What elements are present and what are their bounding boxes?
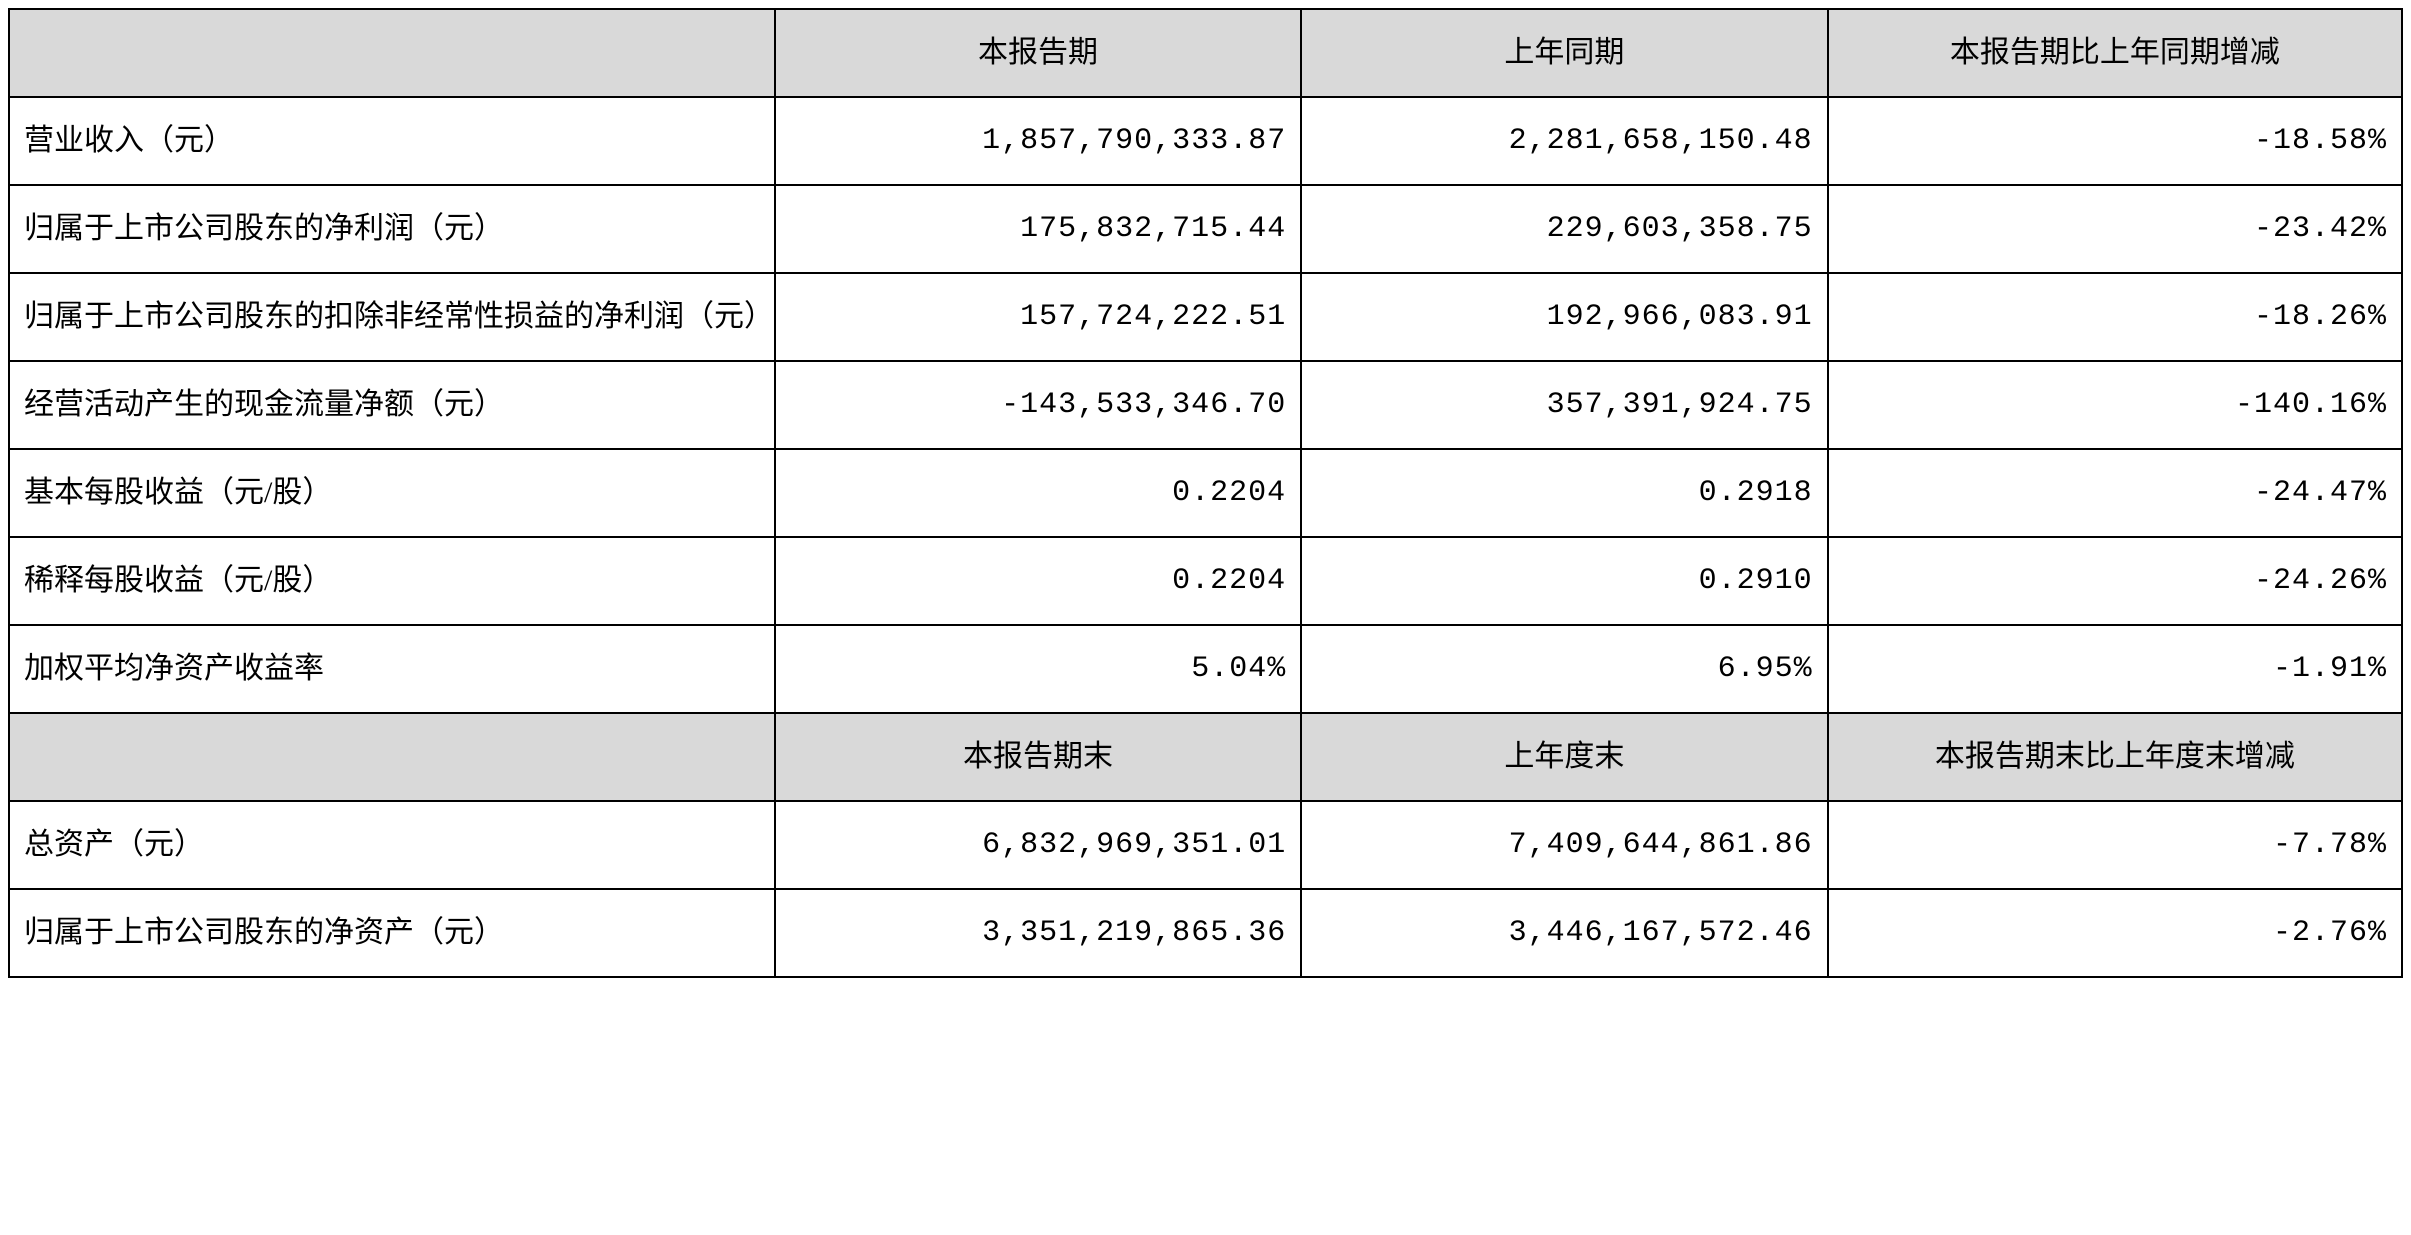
row-label: 总资产（元）: [9, 801, 775, 889]
row-label: 稀释每股收益（元/股）: [9, 537, 775, 625]
row-value: -23.42%: [1828, 185, 2402, 273]
header-col-3: 本报告期末比上年度末增减: [1828, 713, 2402, 801]
table-row: 归属于上市公司股东的净利润（元）175,832,715.44229,603,35…: [9, 185, 2402, 273]
row-value: -7.78%: [1828, 801, 2402, 889]
row-label: 归属于上市公司股东的净利润（元）: [9, 185, 775, 273]
row-value: -140.16%: [1828, 361, 2402, 449]
table-row: 总资产（元）6,832,969,351.017,409,644,861.86-7…: [9, 801, 2402, 889]
row-value: 6.95%: [1301, 625, 1827, 713]
header-col-1: 本报告期: [775, 9, 1301, 97]
financial-table: 本报告期上年同期本报告期比上年同期增减营业收入（元）1,857,790,333.…: [8, 8, 2403, 978]
header-col-2: 上年同期: [1301, 9, 1827, 97]
header-col-1: 本报告期末: [775, 713, 1301, 801]
row-label: 基本每股收益（元/股）: [9, 449, 775, 537]
row-value: 0.2204: [775, 537, 1301, 625]
row-value: 0.2918: [1301, 449, 1827, 537]
table-row: 营业收入（元）1,857,790,333.872,281,658,150.48-…: [9, 97, 2402, 185]
row-value: 1,857,790,333.87: [775, 97, 1301, 185]
row-value: 175,832,715.44: [775, 185, 1301, 273]
table-row: 加权平均净资产收益率5.04%6.95%-1.91%: [9, 625, 2402, 713]
header-blank: [9, 713, 775, 801]
table-row: 基本每股收益（元/股）0.22040.2918-24.47%: [9, 449, 2402, 537]
row-value: 5.04%: [775, 625, 1301, 713]
row-value: -24.26%: [1828, 537, 2402, 625]
row-value: -2.76%: [1828, 889, 2402, 977]
row-value: -24.47%: [1828, 449, 2402, 537]
row-label: 经营活动产生的现金流量净额（元）: [9, 361, 775, 449]
header-col-2: 上年度末: [1301, 713, 1827, 801]
row-label: 营业收入（元）: [9, 97, 775, 185]
row-value: 7,409,644,861.86: [1301, 801, 1827, 889]
header-col-3: 本报告期比上年同期增减: [1828, 9, 2402, 97]
header-blank: [9, 9, 775, 97]
row-value: -1.91%: [1828, 625, 2402, 713]
row-value: -143,533,346.70: [775, 361, 1301, 449]
table-row: 归属于上市公司股东的扣除非经常性损益的净利润（元）157,724,222.511…: [9, 273, 2402, 361]
row-value: 192,966,083.91: [1301, 273, 1827, 361]
row-value: 3,446,167,572.46: [1301, 889, 1827, 977]
table-row: 稀释每股收益（元/股）0.22040.2910-24.26%: [9, 537, 2402, 625]
row-label: 加权平均净资产收益率: [9, 625, 775, 713]
table-header-row: 本报告期末上年度末本报告期末比上年度末增减: [9, 713, 2402, 801]
row-value: 0.2204: [775, 449, 1301, 537]
row-value: 6,832,969,351.01: [775, 801, 1301, 889]
row-value: 3,351,219,865.36: [775, 889, 1301, 977]
row-value: 157,724,222.51: [775, 273, 1301, 361]
row-value: -18.58%: [1828, 97, 2402, 185]
row-value: 2,281,658,150.48: [1301, 97, 1827, 185]
row-value: 229,603,358.75: [1301, 185, 1827, 273]
row-label: 归属于上市公司股东的净资产（元）: [9, 889, 775, 977]
row-value: -18.26%: [1828, 273, 2402, 361]
table-header-row: 本报告期上年同期本报告期比上年同期增减: [9, 9, 2402, 97]
table-row: 经营活动产生的现金流量净额（元）-143,533,346.70357,391,9…: [9, 361, 2402, 449]
row-value: 357,391,924.75: [1301, 361, 1827, 449]
table-row: 归属于上市公司股东的净资产（元）3,351,219,865.363,446,16…: [9, 889, 2402, 977]
row-label: 归属于上市公司股东的扣除非经常性损益的净利润（元）: [9, 273, 775, 361]
row-value: 0.2910: [1301, 537, 1827, 625]
